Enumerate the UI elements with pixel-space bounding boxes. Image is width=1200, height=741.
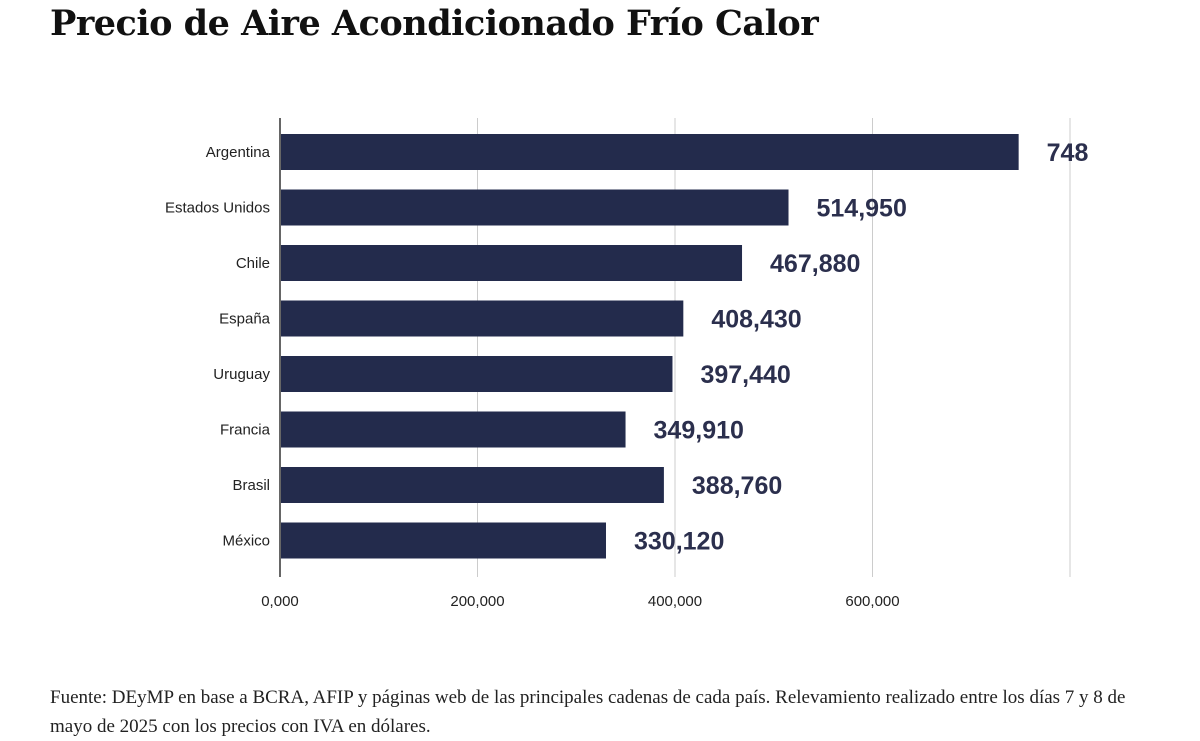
data-label: 514,950 (817, 195, 907, 223)
category-label: Chile (236, 255, 270, 272)
data-label: 330,120 (634, 528, 724, 556)
data-label: 748 (1047, 139, 1089, 167)
category-label: Estados Unidos (165, 200, 270, 217)
category-label: Argentina (206, 144, 271, 161)
data-label: 388,760 (692, 472, 782, 500)
bar (281, 134, 1019, 170)
x-tick-label: 200,000 (450, 593, 504, 610)
data-label: 408,430 (711, 306, 801, 334)
value-labels: 748 514,950 467,880 408,430 397,440 349,910 38… (634, 139, 1088, 556)
bars (281, 134, 1019, 559)
chart-title: Precio de Aire Acondicionado Frío Calor (50, 3, 819, 44)
data-label: 397,440 (700, 361, 790, 389)
x-tick-label: 600,000 (845, 593, 899, 610)
x-tick-labels: 0,000 200,000 400,000 600,000 (261, 593, 899, 610)
category-label: España (219, 311, 271, 328)
data-label: 467,880 (770, 250, 860, 278)
bar (281, 356, 673, 392)
category-labels: Argentina Estados Unidos Chile España Urugua… (165, 144, 271, 550)
bar (281, 522, 606, 559)
bar (281, 245, 743, 281)
x-tick-label: 0,000 (261, 593, 299, 610)
category-label: Francia (220, 422, 271, 439)
bar-chart: Argentina Estados Unidos Chile España Urugua… (165, 118, 1088, 610)
source-note: Fuente: DEyMP en base a BCRA, AFIP y pág… (50, 687, 1126, 737)
data-label: 349,910 (654, 417, 744, 445)
gridlines (279, 118, 1071, 577)
bar (281, 467, 664, 503)
category-label: Uruguay (213, 366, 270, 383)
category-label: Brasil (232, 477, 270, 494)
bar (281, 411, 626, 448)
category-label: México (222, 533, 270, 550)
x-tick-label: 400,000 (648, 593, 702, 610)
bar (281, 189, 789, 226)
bar (281, 300, 684, 337)
